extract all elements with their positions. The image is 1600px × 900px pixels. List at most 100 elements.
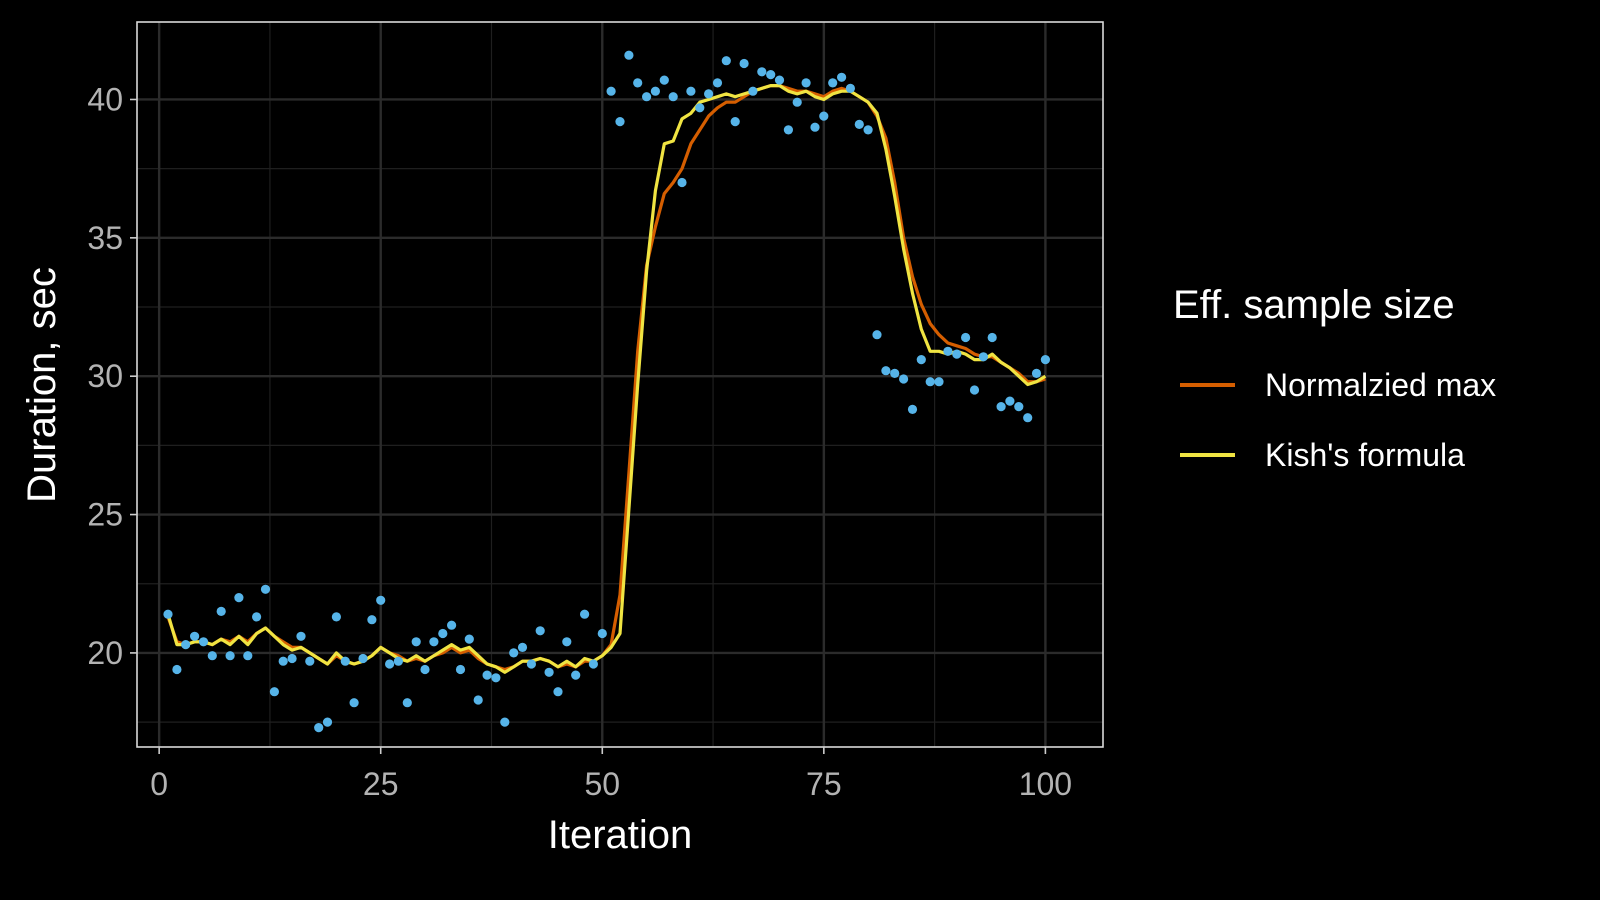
data-point (562, 637, 572, 647)
data-point (615, 117, 625, 127)
data-point (899, 374, 909, 384)
panel-background (137, 22, 1103, 747)
data-point (1023, 413, 1033, 423)
data-point (969, 385, 980, 395)
y-tick-label: 25 (87, 497, 123, 533)
x-tick-label: 50 (584, 766, 620, 802)
data-point (1005, 396, 1015, 406)
data-point (420, 664, 430, 675)
data-point (207, 651, 217, 661)
data-point (473, 695, 483, 705)
data-point (322, 717, 333, 727)
data-point (978, 352, 989, 362)
data-point (305, 656, 315, 666)
data-point (349, 698, 359, 708)
data-point (269, 687, 279, 697)
data-point (252, 612, 262, 622)
chart-root: 0 25 50 75 100 20 25 30 35 40 Iteration Duration,… (20, 21, 1497, 857)
data-point (890, 368, 900, 378)
data-point (438, 628, 448, 639)
gridlines (137, 22, 1103, 747)
chart-svg: 0 25 50 75 100 20 25 30 35 40 Iteration Duration,… (20, 21, 1497, 857)
data-point (509, 648, 519, 658)
data-point (544, 667, 554, 677)
data-point (934, 377, 944, 387)
data-point (650, 86, 661, 96)
y-tick-label: 20 (87, 635, 123, 671)
data-point (588, 659, 599, 669)
legend-title: Eff. sample size (1173, 283, 1455, 327)
data-point (925, 377, 935, 387)
data-point (624, 50, 634, 60)
data-point (216, 606, 226, 617)
data-point (837, 72, 847, 82)
data-points (163, 50, 1050, 733)
data-point (331, 612, 341, 622)
data-point (810, 122, 820, 132)
data-point (845, 83, 856, 93)
data-point (358, 653, 368, 664)
data-point (668, 92, 678, 102)
data-point (854, 119, 864, 129)
data-point (792, 97, 802, 107)
legend-label-kish-formula: Kish's formula (1265, 437, 1465, 473)
data-point (553, 687, 563, 697)
data-point (597, 628, 607, 639)
x-tick-label: 100 (1019, 766, 1072, 802)
data-point (916, 355, 926, 365)
x-tick-label: 0 (150, 766, 168, 802)
data-point (535, 626, 545, 636)
data-point (774, 75, 785, 85)
legend: Eff. sample size Normalzied max Kish's f… (1173, 283, 1496, 473)
data-point (801, 78, 811, 88)
data-point (783, 125, 794, 135)
data-point (748, 86, 758, 96)
data-point (190, 631, 200, 641)
data-point (287, 653, 297, 664)
data-point (500, 717, 510, 727)
data-point (659, 75, 669, 85)
data-point (987, 332, 997, 343)
data-point (881, 366, 891, 376)
data-point (704, 89, 714, 99)
data-point (606, 86, 616, 96)
data-point (234, 593, 244, 603)
data-point (198, 637, 209, 647)
data-point (580, 609, 590, 619)
data-point (447, 620, 457, 630)
data-point (393, 656, 403, 666)
data-point (526, 659, 537, 669)
y-tick-label: 40 (87, 81, 123, 117)
y-axis-title: Duration, sec (20, 267, 64, 503)
data-point (695, 103, 705, 113)
data-point (712, 78, 723, 88)
data-point (367, 615, 377, 625)
data-point (961, 332, 971, 343)
data-point (996, 402, 1006, 412)
data-point (296, 631, 306, 641)
data-point (376, 595, 386, 605)
data-point (172, 664, 182, 675)
data-point (243, 651, 253, 661)
data-point (633, 78, 643, 88)
x-tick-label: 25 (363, 766, 399, 802)
data-point (1014, 402, 1024, 412)
legend-label-normalized-max: Normalzied max (1265, 367, 1496, 403)
data-point (828, 78, 838, 88)
data-point (721, 56, 731, 66)
data-point (677, 177, 687, 188)
series-line-kish-formula (166, 84, 1047, 674)
data-point (642, 92, 652, 102)
data-point (1031, 368, 1042, 378)
y-tick-label: 30 (87, 358, 123, 394)
data-point (455, 664, 466, 675)
data-point (943, 346, 953, 356)
x-axis-title: Iteration (548, 813, 693, 857)
data-point (517, 642, 528, 653)
axis-ticks: 0 25 50 75 100 20 25 30 35 40 (87, 81, 1072, 802)
data-point (402, 698, 412, 708)
data-point (757, 67, 767, 77)
data-point (482, 670, 492, 680)
data-point (766, 70, 776, 80)
data-point (278, 656, 288, 666)
